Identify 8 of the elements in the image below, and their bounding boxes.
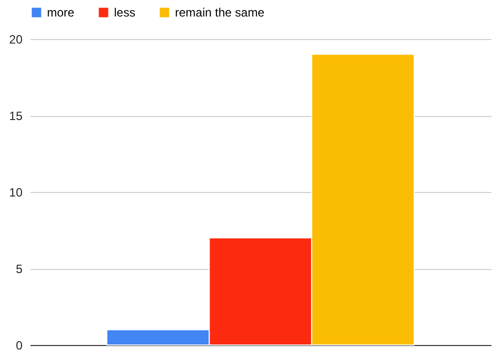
legend-label: more <box>47 6 75 20</box>
y-tick-label: 10 <box>9 186 23 200</box>
y-tick-label: 5 <box>16 262 23 276</box>
y-tick-label: 15 <box>9 109 23 123</box>
legend-label: less <box>114 6 136 20</box>
y-tick-label: 0 <box>16 338 23 352</box>
y-tick-label: 20 <box>9 32 23 46</box>
legend-label: remain the same <box>175 6 265 20</box>
